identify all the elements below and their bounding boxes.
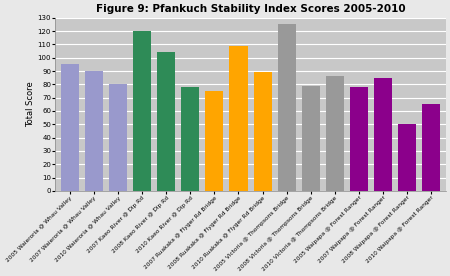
Bar	[133, 31, 151, 191]
Bar	[398, 124, 416, 191]
Title: Figure 9: Pfankuch Stability Index Scores 2005-2010: Figure 9: Pfankuch Stability Index Score…	[96, 4, 405, 14]
Bar	[181, 87, 199, 191]
Bar	[205, 91, 223, 191]
Bar	[326, 76, 344, 191]
Bar	[85, 71, 103, 191]
Bar	[230, 46, 248, 191]
Bar	[61, 64, 79, 191]
Bar	[302, 86, 320, 191]
Bar	[157, 52, 175, 191]
Bar	[423, 104, 441, 191]
Y-axis label: Total Score: Total Score	[26, 81, 35, 127]
Bar	[374, 78, 392, 191]
Bar	[253, 72, 272, 191]
Bar	[350, 87, 368, 191]
Bar	[109, 84, 127, 191]
Bar	[278, 24, 296, 191]
